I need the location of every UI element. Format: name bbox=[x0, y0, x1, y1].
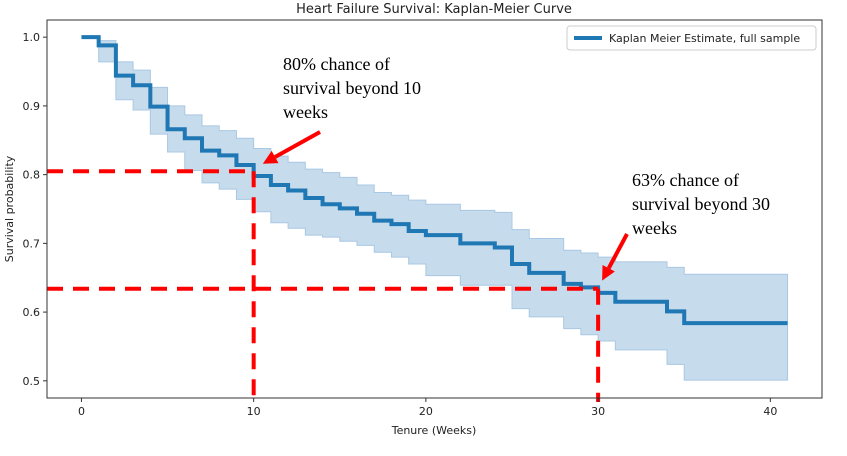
x-tick-label: 0 bbox=[78, 405, 85, 418]
y-tick-label: 1.0 bbox=[23, 31, 41, 44]
annotations: 80% chance of survival beyond 10 weeks 63% … bbox=[262, 54, 770, 281]
y-tick-label: 0.6 bbox=[23, 306, 41, 319]
annotation-text-line: weeks bbox=[632, 218, 677, 238]
y-tick-label: 0.8 bbox=[23, 169, 41, 182]
annotation-text-line: survival beyond 10 bbox=[283, 78, 421, 98]
x-tick-label: 30 bbox=[591, 405, 605, 418]
x-tick-label: 40 bbox=[763, 405, 777, 418]
legend-entry: Kaplan Meier Estimate, full sample bbox=[609, 32, 800, 45]
km-survival-curve bbox=[81, 35, 788, 326]
legend-box bbox=[566, 25, 817, 51]
annotation-text-line: 63% chance of bbox=[632, 170, 739, 190]
x-tick-label: 20 bbox=[419, 405, 433, 418]
x-tick-label: 10 bbox=[247, 405, 261, 418]
plot-area bbox=[47, 35, 789, 402]
annotation-text-line: 80% chance of bbox=[283, 54, 390, 74]
annotation-arrow-head bbox=[602, 264, 615, 281]
y-tick-label: 0.9 bbox=[23, 100, 41, 113]
axes-frame bbox=[46, 19, 823, 399]
x-axis-label: Tenure (Weeks) bbox=[391, 424, 477, 437]
annotation-arrow-shaft bbox=[274, 130, 321, 159]
legend: Kaplan Meier Estimate, full sample bbox=[566, 25, 817, 51]
chart-title: Heart Failure Survival: Kaplan-Meier Cur… bbox=[296, 2, 572, 17]
annotation-text-line: survival beyond 30 bbox=[632, 194, 770, 214]
axis-ticks: 0 10 20 30 40 0.5 0.6 0.7 0.8 0.9 1.0 bbox=[23, 31, 778, 418]
y-tick-label: 0.7 bbox=[23, 237, 41, 250]
annotation-arrow-head bbox=[262, 150, 279, 164]
y-tick-label: 0.5 bbox=[23, 375, 41, 388]
annotation-text-line: weeks bbox=[283, 102, 328, 122]
y-axis-label: Survival probability bbox=[3, 155, 16, 262]
annotation-arrow-shaft bbox=[606, 233, 629, 270]
